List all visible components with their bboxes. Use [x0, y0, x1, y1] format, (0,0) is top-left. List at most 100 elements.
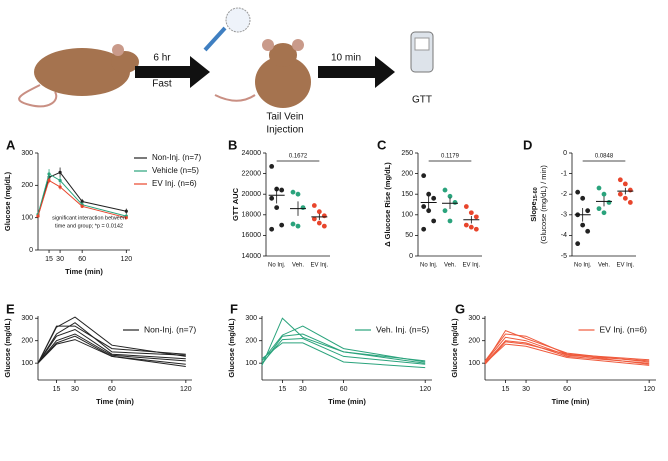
y-tick-label: 200	[401, 170, 413, 177]
legend-label: Non-Inj. (n=7)	[152, 153, 201, 162]
mouse-ear	[262, 39, 274, 51]
point	[269, 195, 275, 201]
y-tick-label: -1	[561, 170, 567, 177]
x-tick-label: 30	[299, 386, 307, 393]
point	[601, 210, 607, 216]
point	[421, 173, 427, 179]
point	[473, 226, 479, 232]
mouse-ear	[292, 39, 304, 51]
point	[300, 205, 306, 210]
point	[580, 222, 586, 228]
y-axis-label-sub: 15-60	[533, 187, 539, 201]
point	[622, 195, 628, 201]
point	[473, 214, 479, 220]
point	[585, 228, 591, 234]
y-tick-label: 200	[468, 338, 480, 345]
y-axis-label: Glucose (mg/dL)	[3, 171, 12, 231]
y-axis-label: GTT AUC	[231, 187, 240, 221]
point	[431, 218, 437, 224]
point	[274, 205, 280, 210]
point	[269, 163, 275, 169]
panel-label: A	[6, 137, 16, 152]
point	[124, 216, 128, 220]
point	[596, 185, 602, 191]
ev-bubble	[225, 7, 251, 33]
point	[279, 222, 285, 228]
mouse-tail	[214, 94, 256, 102]
step-label: Tail Vein	[266, 112, 303, 123]
x-tick-label: EV Inj.	[462, 263, 480, 269]
x-tick-label: 15	[279, 386, 287, 393]
point	[627, 200, 633, 205]
series-line	[37, 171, 127, 217]
point	[316, 220, 322, 226]
y-tick-label: 300	[21, 150, 33, 157]
x-tick-label: EV Inj.	[616, 263, 634, 269]
annotation: time and group; *p = 0.0142	[55, 223, 123, 229]
point	[421, 204, 427, 209]
point	[58, 178, 62, 183]
x-tick-label: EV Inj.	[310, 263, 328, 269]
y-tick-label: 0	[563, 150, 567, 157]
y-axis-label: Slope15-60	[529, 187, 539, 222]
x-tick-label: 60	[78, 256, 86, 263]
point	[431, 195, 437, 201]
y-tick-label: 300	[245, 315, 257, 322]
x-axis-label: Time (min)	[96, 397, 134, 406]
y-axis-label-main: Slope	[529, 201, 538, 221]
arrow-label: Fast	[152, 79, 172, 90]
series-line	[261, 333, 426, 365]
legend-label: EV Inj. (n=6)	[152, 179, 197, 188]
point	[468, 210, 474, 216]
series-line	[37, 328, 186, 364]
point	[80, 204, 84, 208]
x-tick-label: 120	[419, 386, 431, 393]
panel-label: D	[523, 137, 532, 152]
series-line	[37, 335, 186, 367]
point	[279, 187, 285, 193]
point	[311, 216, 317, 222]
y-tick-label: 20000	[242, 191, 262, 198]
y-tick-label: 22000	[242, 170, 262, 177]
point	[617, 177, 623, 183]
y-tick-label: 100	[245, 360, 257, 367]
x-tick-label: 30	[71, 386, 79, 393]
y-tick-label: 200	[21, 338, 33, 345]
mouse-head	[111, 51, 139, 73]
series-line	[484, 333, 650, 362]
point	[580, 195, 586, 201]
step-label: Injection	[266, 125, 303, 136]
point	[321, 213, 327, 219]
series-line	[37, 173, 127, 217]
y-tick-label: 200	[21, 182, 33, 189]
series-line	[261, 337, 426, 365]
y-tick-label: 100	[468, 360, 480, 367]
panel-label: F	[230, 301, 238, 316]
arrow-label: 10 min	[331, 53, 361, 64]
p-value: 0.1672	[289, 154, 308, 160]
y-tick-label: 50	[405, 232, 413, 239]
y-axis-label: Δ Glucose Rise (mg/dL)	[383, 162, 392, 247]
glucometer-screen	[414, 37, 430, 51]
point	[606, 200, 612, 205]
y-tick-label: -2	[561, 191, 567, 198]
x-tick-label: Veh.	[292, 263, 304, 269]
point	[58, 185, 62, 189]
p-value: 0.1179	[441, 154, 460, 160]
x-tick-label: Veh.	[598, 263, 610, 269]
series-line	[261, 325, 426, 363]
point	[316, 209, 322, 215]
series-line	[261, 342, 426, 369]
series-line	[261, 317, 426, 366]
arrow	[318, 56, 395, 88]
point	[47, 178, 51, 183]
series-line	[484, 343, 650, 366]
panel-label: G	[455, 301, 465, 316]
point	[447, 218, 453, 224]
y-tick-label: 100	[401, 212, 413, 219]
point	[426, 191, 432, 197]
x-tick-label: 60	[340, 386, 348, 393]
x-tick-label: 30	[522, 386, 530, 393]
arrow	[135, 56, 210, 88]
